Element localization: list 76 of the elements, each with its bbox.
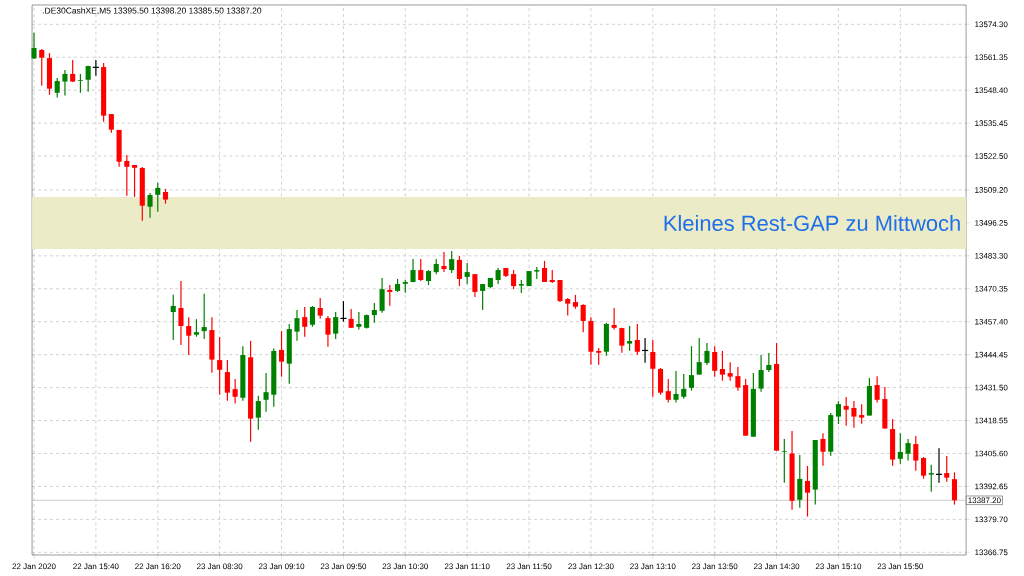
candlestick	[704, 342, 710, 366]
candlestick	[77, 73, 83, 94]
candlestick	[835, 400, 842, 425]
candlestick	[735, 366, 741, 392]
candlestick	[851, 400, 857, 429]
candlestick	[255, 395, 261, 431]
candlestick	[456, 255, 462, 287]
candlestick	[325, 315, 331, 348]
candlestick	[580, 303, 586, 333]
candlestick	[302, 306, 308, 338]
candlestick	[217, 336, 223, 396]
candlestick	[944, 455, 950, 483]
candlestick	[317, 297, 323, 320]
candlestick	[39, 48, 45, 87]
chart-title: .DE30CashXE,M5 13395.50 13398.20 13385.50 13387.20	[42, 7, 262, 15]
candlestick	[920, 456, 927, 480]
candlestick	[619, 327, 625, 354]
candlestick	[874, 375, 880, 404]
candlestick	[727, 361, 733, 382]
candlestick	[766, 352, 772, 373]
candlestick	[681, 373, 687, 400]
candlestick	[634, 323, 640, 356]
candlestick	[781, 438, 787, 484]
candlestick	[333, 311, 339, 340]
candlestick	[155, 182, 161, 213]
candlestick	[665, 378, 671, 404]
candlestick	[472, 273, 478, 298]
candlestick	[85, 65, 91, 93]
candlestick	[797, 454, 803, 509]
candlestick	[758, 354, 764, 393]
candlestick	[224, 359, 230, 402]
candlestick	[278, 330, 285, 378]
candlestick	[673, 370, 679, 404]
candlestick	[186, 316, 192, 356]
band-label: Kleines Rest-GAP zu Mittwoch	[664, 214, 960, 232]
candlestick	[178, 280, 184, 346]
candlestick	[418, 258, 424, 282]
candlestick	[712, 345, 718, 378]
candlestick	[820, 432, 826, 467]
candlestick	[804, 465, 811, 518]
candlestick	[124, 154, 130, 197]
candlestick	[387, 284, 393, 307]
candlestick	[356, 311, 362, 331]
candlestick	[108, 113, 114, 134]
candlestick	[263, 372, 269, 413]
candlestick	[464, 262, 470, 285]
candlestick	[859, 403, 865, 425]
candlestick	[449, 250, 455, 274]
candlestick	[511, 269, 517, 290]
candlestick	[897, 432, 903, 465]
candlestick	[928, 464, 934, 493]
candlestick	[309, 305, 316, 328]
candlestick	[31, 32, 37, 60]
candlestick	[379, 277, 385, 314]
candlestick	[441, 251, 447, 273]
candlestick	[905, 438, 911, 462]
candlestick	[650, 339, 656, 398]
candlestick	[658, 367, 664, 396]
candlestick	[719, 350, 725, 382]
candlestick	[62, 69, 68, 97]
candlestick	[627, 325, 633, 352]
candlestick	[147, 192, 153, 219]
candlestick	[132, 164, 138, 198]
candlestick	[913, 435, 919, 472]
candlestick	[696, 337, 702, 376]
candlestick	[201, 293, 207, 340]
candlestick	[480, 283, 486, 311]
candlestick	[611, 307, 617, 331]
candlestick	[294, 309, 300, 342]
candlestick	[688, 345, 695, 392]
candlestick	[843, 396, 849, 427]
candlestick	[951, 471, 958, 506]
candlestick	[54, 77, 60, 99]
candlestick	[371, 302, 377, 324]
candlestick	[232, 378, 238, 405]
candlestick	[170, 294, 176, 341]
